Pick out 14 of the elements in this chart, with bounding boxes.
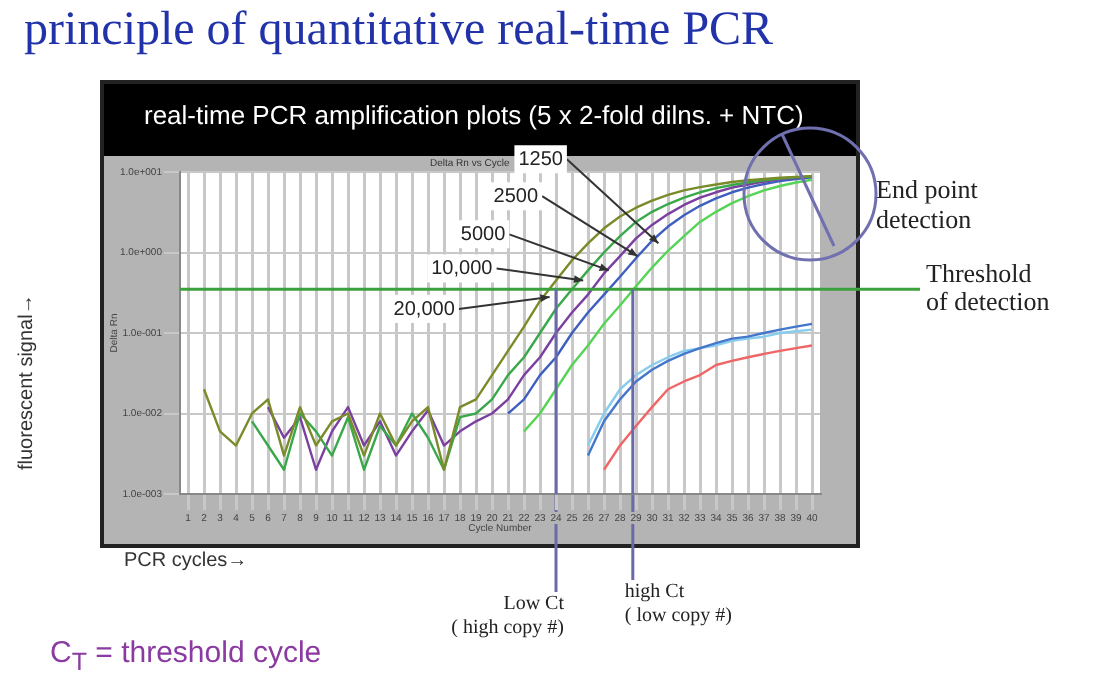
annotation: 20,000 bbox=[393, 298, 456, 321]
ref-line-label: Low Ct ( high copy #) bbox=[451, 593, 565, 640]
annotation: 10,000 bbox=[431, 257, 494, 280]
annotation: 1250 bbox=[518, 148, 564, 171]
chart-subtitle: real-time PCR amplification plots (5 x 2-fold dilns. + NTC) bbox=[144, 100, 804, 130]
annotation: 5000 bbox=[460, 223, 507, 246]
ref-line-label: Threshold of detection bbox=[926, 258, 1051, 317]
annotation: 2500 bbox=[493, 185, 539, 208]
text: PCR cycles→ bbox=[124, 550, 248, 573]
text: End point detection bbox=[876, 174, 980, 236]
text: C$_{T}$ = threshold cycle bbox=[50, 636, 322, 677]
text: fluorescent signal→ bbox=[16, 294, 39, 470]
ref-line-label: high Ct ( low copy #) bbox=[624, 581, 733, 628]
chart-title: principle of quantitative real-time PCR bbox=[24, 4, 774, 58]
